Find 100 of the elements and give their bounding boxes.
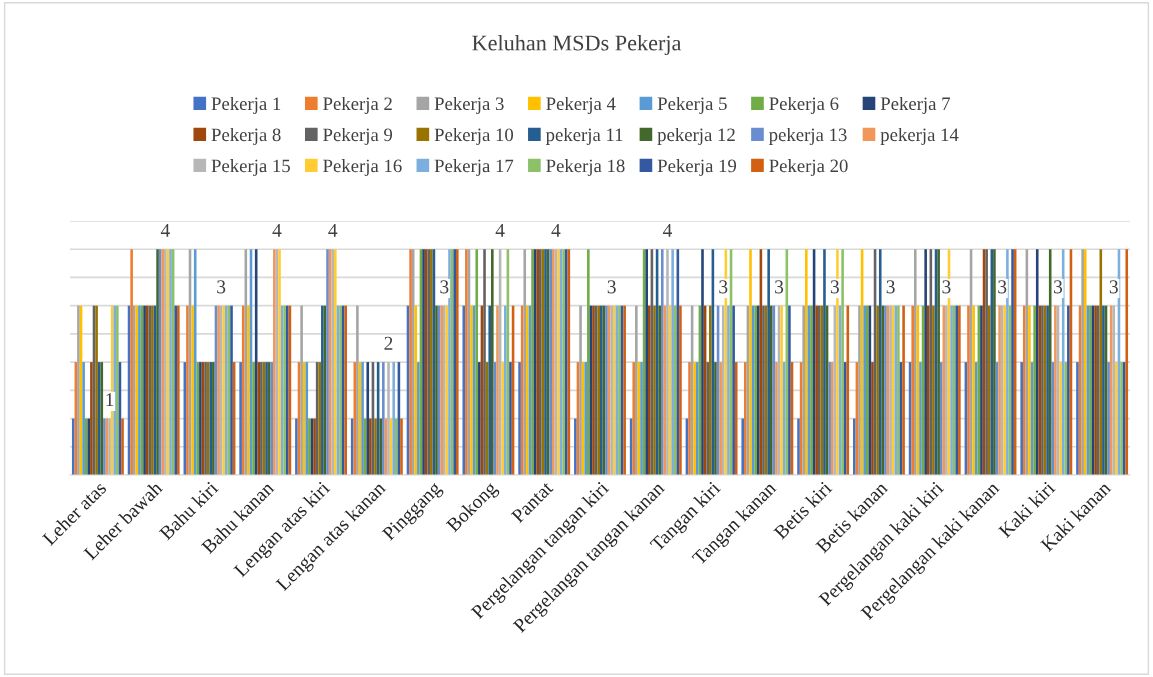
bar (744, 362, 747, 475)
bar (939, 362, 943, 475)
bar (841, 249, 844, 475)
bar (121, 418, 124, 475)
bar (974, 362, 978, 475)
bar (701, 249, 704, 475)
bar (1076, 362, 1079, 475)
bar (666, 249, 669, 475)
bar (719, 362, 722, 475)
bar (732, 305, 735, 475)
bar (1020, 362, 1023, 475)
bar (843, 362, 847, 475)
bar (775, 362, 778, 475)
bar (509, 362, 512, 475)
bar (587, 249, 590, 475)
bar (574, 418, 577, 475)
bar (782, 362, 786, 475)
bar (241, 305, 245, 475)
bar (853, 418, 856, 475)
data-label: 3 (719, 280, 728, 294)
bar (130, 249, 133, 475)
legend-label: Pekerja 10 (434, 127, 514, 145)
bar (483, 249, 486, 475)
bar (805, 249, 808, 475)
legend-label: Pekerja 3 (434, 96, 504, 114)
legend-label: Pekerja 1 (211, 96, 281, 114)
bar (919, 362, 922, 475)
bar (823, 249, 826, 475)
legend-label: Pekerja 5 (657, 96, 727, 114)
legend-label: Pekerja 20 (769, 159, 848, 177)
bar (501, 362, 504, 475)
bar (679, 305, 682, 475)
bar (734, 362, 738, 475)
legend-label: Pekerja 19 (657, 159, 737, 177)
bar (1115, 362, 1118, 475)
legend-label: pekerja 14 (880, 127, 959, 145)
data-label: 4 (551, 223, 561, 237)
bar (400, 418, 403, 475)
bar (972, 305, 975, 475)
legend-label: pekerja 12 (657, 127, 735, 145)
bar (653, 305, 656, 475)
bar (648, 305, 651, 475)
bar (387, 362, 390, 475)
bar (374, 418, 377, 475)
legend-label: Pekerja 4 (546, 96, 616, 114)
bar (706, 362, 709, 475)
bar (392, 362, 395, 475)
data-label: 4 (662, 223, 673, 237)
data-label: 1 (106, 393, 114, 407)
bar (475, 249, 479, 475)
bar (1028, 305, 1031, 475)
bar (708, 305, 712, 475)
bar (749, 249, 752, 475)
bar (356, 305, 359, 475)
bar (295, 418, 298, 475)
bar (462, 305, 466, 475)
data-label: 3 (1054, 280, 1063, 294)
bar (673, 305, 677, 475)
data-label: 4 (328, 223, 338, 237)
bar (741, 418, 745, 475)
bar (353, 362, 357, 475)
bar (247, 305, 250, 475)
bar (1022, 305, 1026, 475)
legend-label: Pekerja 2 (323, 96, 392, 114)
bar (871, 362, 874, 475)
bar (366, 362, 370, 475)
bar (417, 362, 420, 475)
legend-label: Pekerja 15 (211, 159, 290, 177)
bar (876, 305, 879, 475)
bar (186, 305, 189, 475)
bar (503, 305, 507, 475)
legend-label: Pekerja 17 (434, 159, 514, 177)
chart-title: Keluhan MSDs Pekerja (472, 34, 682, 56)
bar (714, 362, 717, 475)
bar (926, 305, 930, 475)
bar (300, 305, 303, 475)
data-label: 4 (495, 223, 505, 237)
legend-label: Pekerja 8 (211, 127, 281, 145)
bar (727, 305, 730, 475)
bar (967, 305, 970, 475)
bar (924, 249, 927, 475)
bar (1067, 305, 1070, 475)
bar (911, 305, 914, 475)
bar (369, 418, 372, 475)
data-label: 3 (440, 280, 449, 294)
bar (71, 418, 75, 475)
bar (414, 305, 418, 475)
bar (721, 305, 725, 475)
data-label: 3 (942, 280, 951, 294)
bar (1033, 305, 1036, 475)
bar (660, 249, 664, 475)
bar (858, 305, 861, 475)
legend-label: Pekerja 18 (546, 159, 625, 177)
bar (1125, 249, 1129, 475)
bar (902, 305, 905, 475)
legend-label: pekerja 11 (545, 127, 623, 145)
data-label: 3 (775, 280, 784, 294)
legend-label: Pekerja 7 (880, 96, 950, 114)
bar (688, 362, 691, 475)
bar (878, 249, 882, 475)
